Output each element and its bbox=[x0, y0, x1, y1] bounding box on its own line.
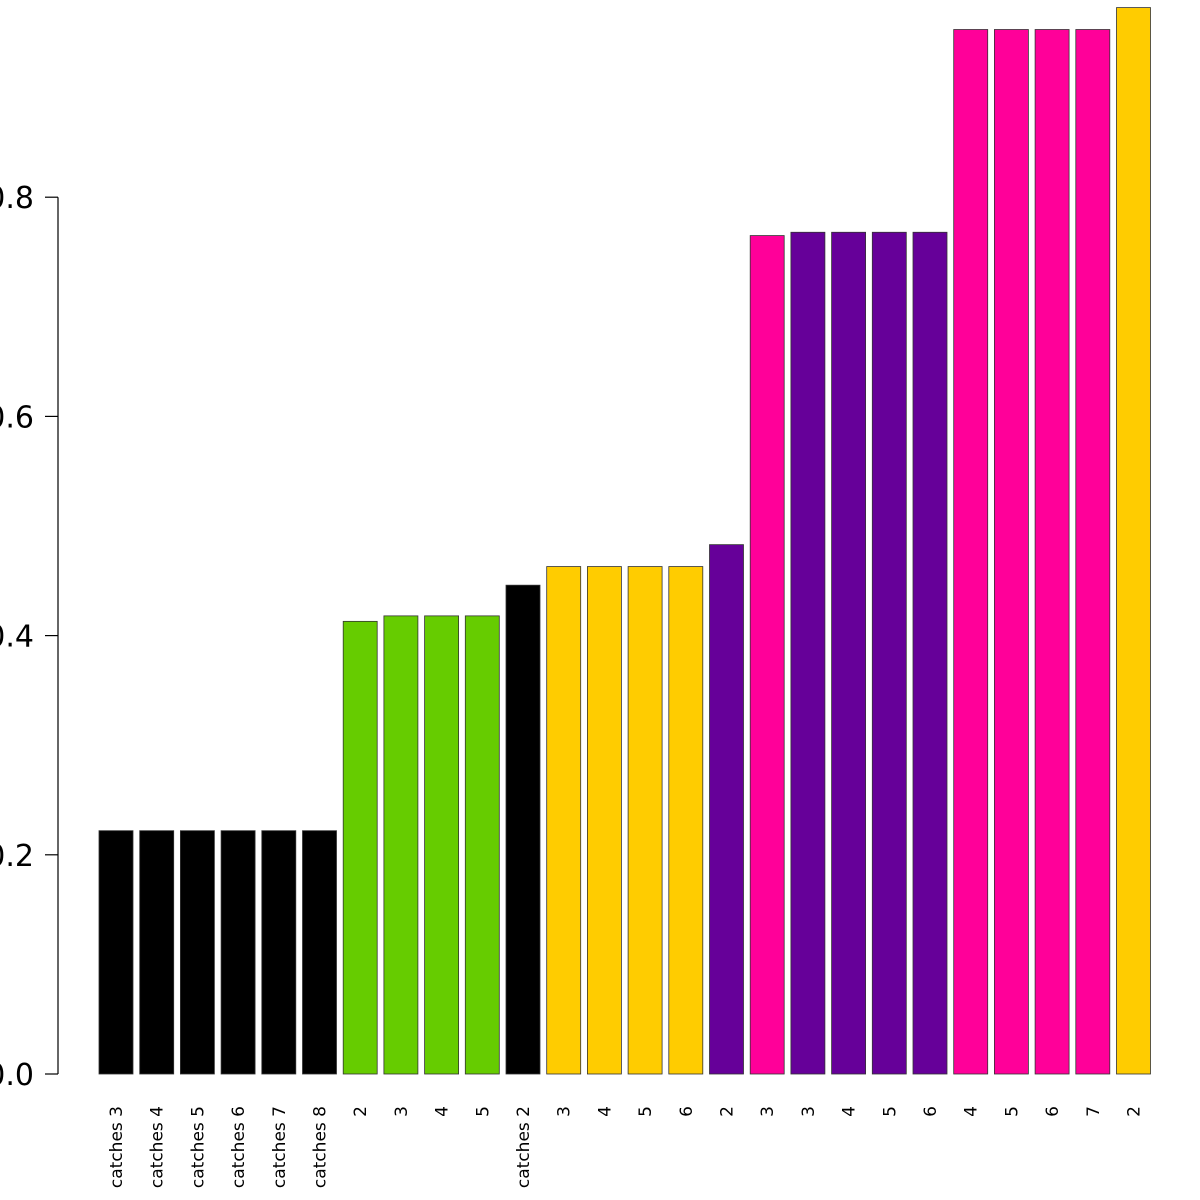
bar bbox=[994, 29, 1029, 1075]
bar bbox=[1116, 7, 1151, 1075]
bar bbox=[98, 830, 134, 1075]
y-tick-label: 0.2 bbox=[0, 839, 34, 874]
y-tick-label: 0.4 bbox=[0, 620, 34, 655]
x-tick-label: catches 2 bbox=[514, 1106, 534, 1188]
bar bbox=[871, 231, 907, 1075]
x-tick-label: 3 bbox=[799, 1106, 819, 1117]
bar bbox=[1075, 29, 1111, 1075]
x-tick-label: 5 bbox=[473, 1106, 493, 1117]
bar bbox=[464, 615, 500, 1075]
bar bbox=[953, 29, 989, 1075]
y-tick-label: 0.0 bbox=[0, 1058, 34, 1093]
bar bbox=[709, 544, 744, 1075]
bar bbox=[1034, 29, 1070, 1075]
bar bbox=[831, 231, 866, 1075]
x-tick-label: 6 bbox=[677, 1106, 697, 1117]
x-tick-label: catches 4 bbox=[148, 1106, 168, 1188]
x-tick-label: catches 5 bbox=[188, 1106, 208, 1188]
bar bbox=[302, 830, 337, 1075]
x-tick-label: 2 bbox=[1125, 1106, 1145, 1117]
x-tick-label: 4 bbox=[595, 1106, 615, 1117]
bar bbox=[546, 566, 582, 1075]
x-tick-label: 4 bbox=[962, 1106, 982, 1117]
bar bbox=[261, 830, 297, 1075]
x-tick-label: catches 7 bbox=[270, 1106, 290, 1188]
bar bbox=[342, 620, 378, 1075]
x-tick-label: 5 bbox=[636, 1106, 656, 1117]
bar bbox=[179, 830, 215, 1075]
x-tick-label: 5 bbox=[880, 1106, 900, 1117]
x-tick-labels: catches 3 catches 4 catches 5 catches 6 catc… bbox=[107, 1106, 1145, 1188]
x-tick-label: 2 bbox=[718, 1106, 738, 1117]
bars bbox=[98, 7, 1151, 1075]
x-tick-label: 2 bbox=[351, 1106, 371, 1117]
bar bbox=[587, 566, 622, 1075]
x-tick-label: 6 bbox=[1043, 1106, 1063, 1117]
bar bbox=[668, 566, 704, 1075]
x-tick-label: 3 bbox=[392, 1106, 412, 1117]
bar bbox=[627, 566, 663, 1075]
bar bbox=[749, 235, 785, 1075]
bar bbox=[424, 615, 460, 1075]
x-tick-label: 4 bbox=[433, 1106, 453, 1117]
x-tick-label: catches 6 bbox=[229, 1106, 249, 1188]
x-tick-label: catches 8 bbox=[311, 1106, 331, 1188]
x-tick-label: 3 bbox=[555, 1106, 575, 1117]
x-tick-label: 5 bbox=[1002, 1106, 1022, 1117]
bar bbox=[220, 830, 256, 1075]
x-tick-label: 4 bbox=[840, 1106, 860, 1117]
x-tick-label: 7 bbox=[1084, 1106, 1104, 1117]
bar bbox=[383, 615, 419, 1075]
x-tick-label: 6 bbox=[921, 1106, 941, 1117]
bar bbox=[790, 231, 826, 1075]
x-tick-label: catches 3 bbox=[107, 1106, 127, 1188]
x-tick-label: 3 bbox=[758, 1106, 778, 1117]
bar bbox=[505, 584, 541, 1075]
y-tick-label: 0.8 bbox=[0, 181, 34, 216]
bar bbox=[912, 231, 948, 1075]
bar bbox=[139, 830, 175, 1075]
y-tick-label: 0.6 bbox=[0, 400, 34, 435]
y-axis: 0.0 0.2 0.4 0.6 0.8 bbox=[0, 181, 59, 1093]
